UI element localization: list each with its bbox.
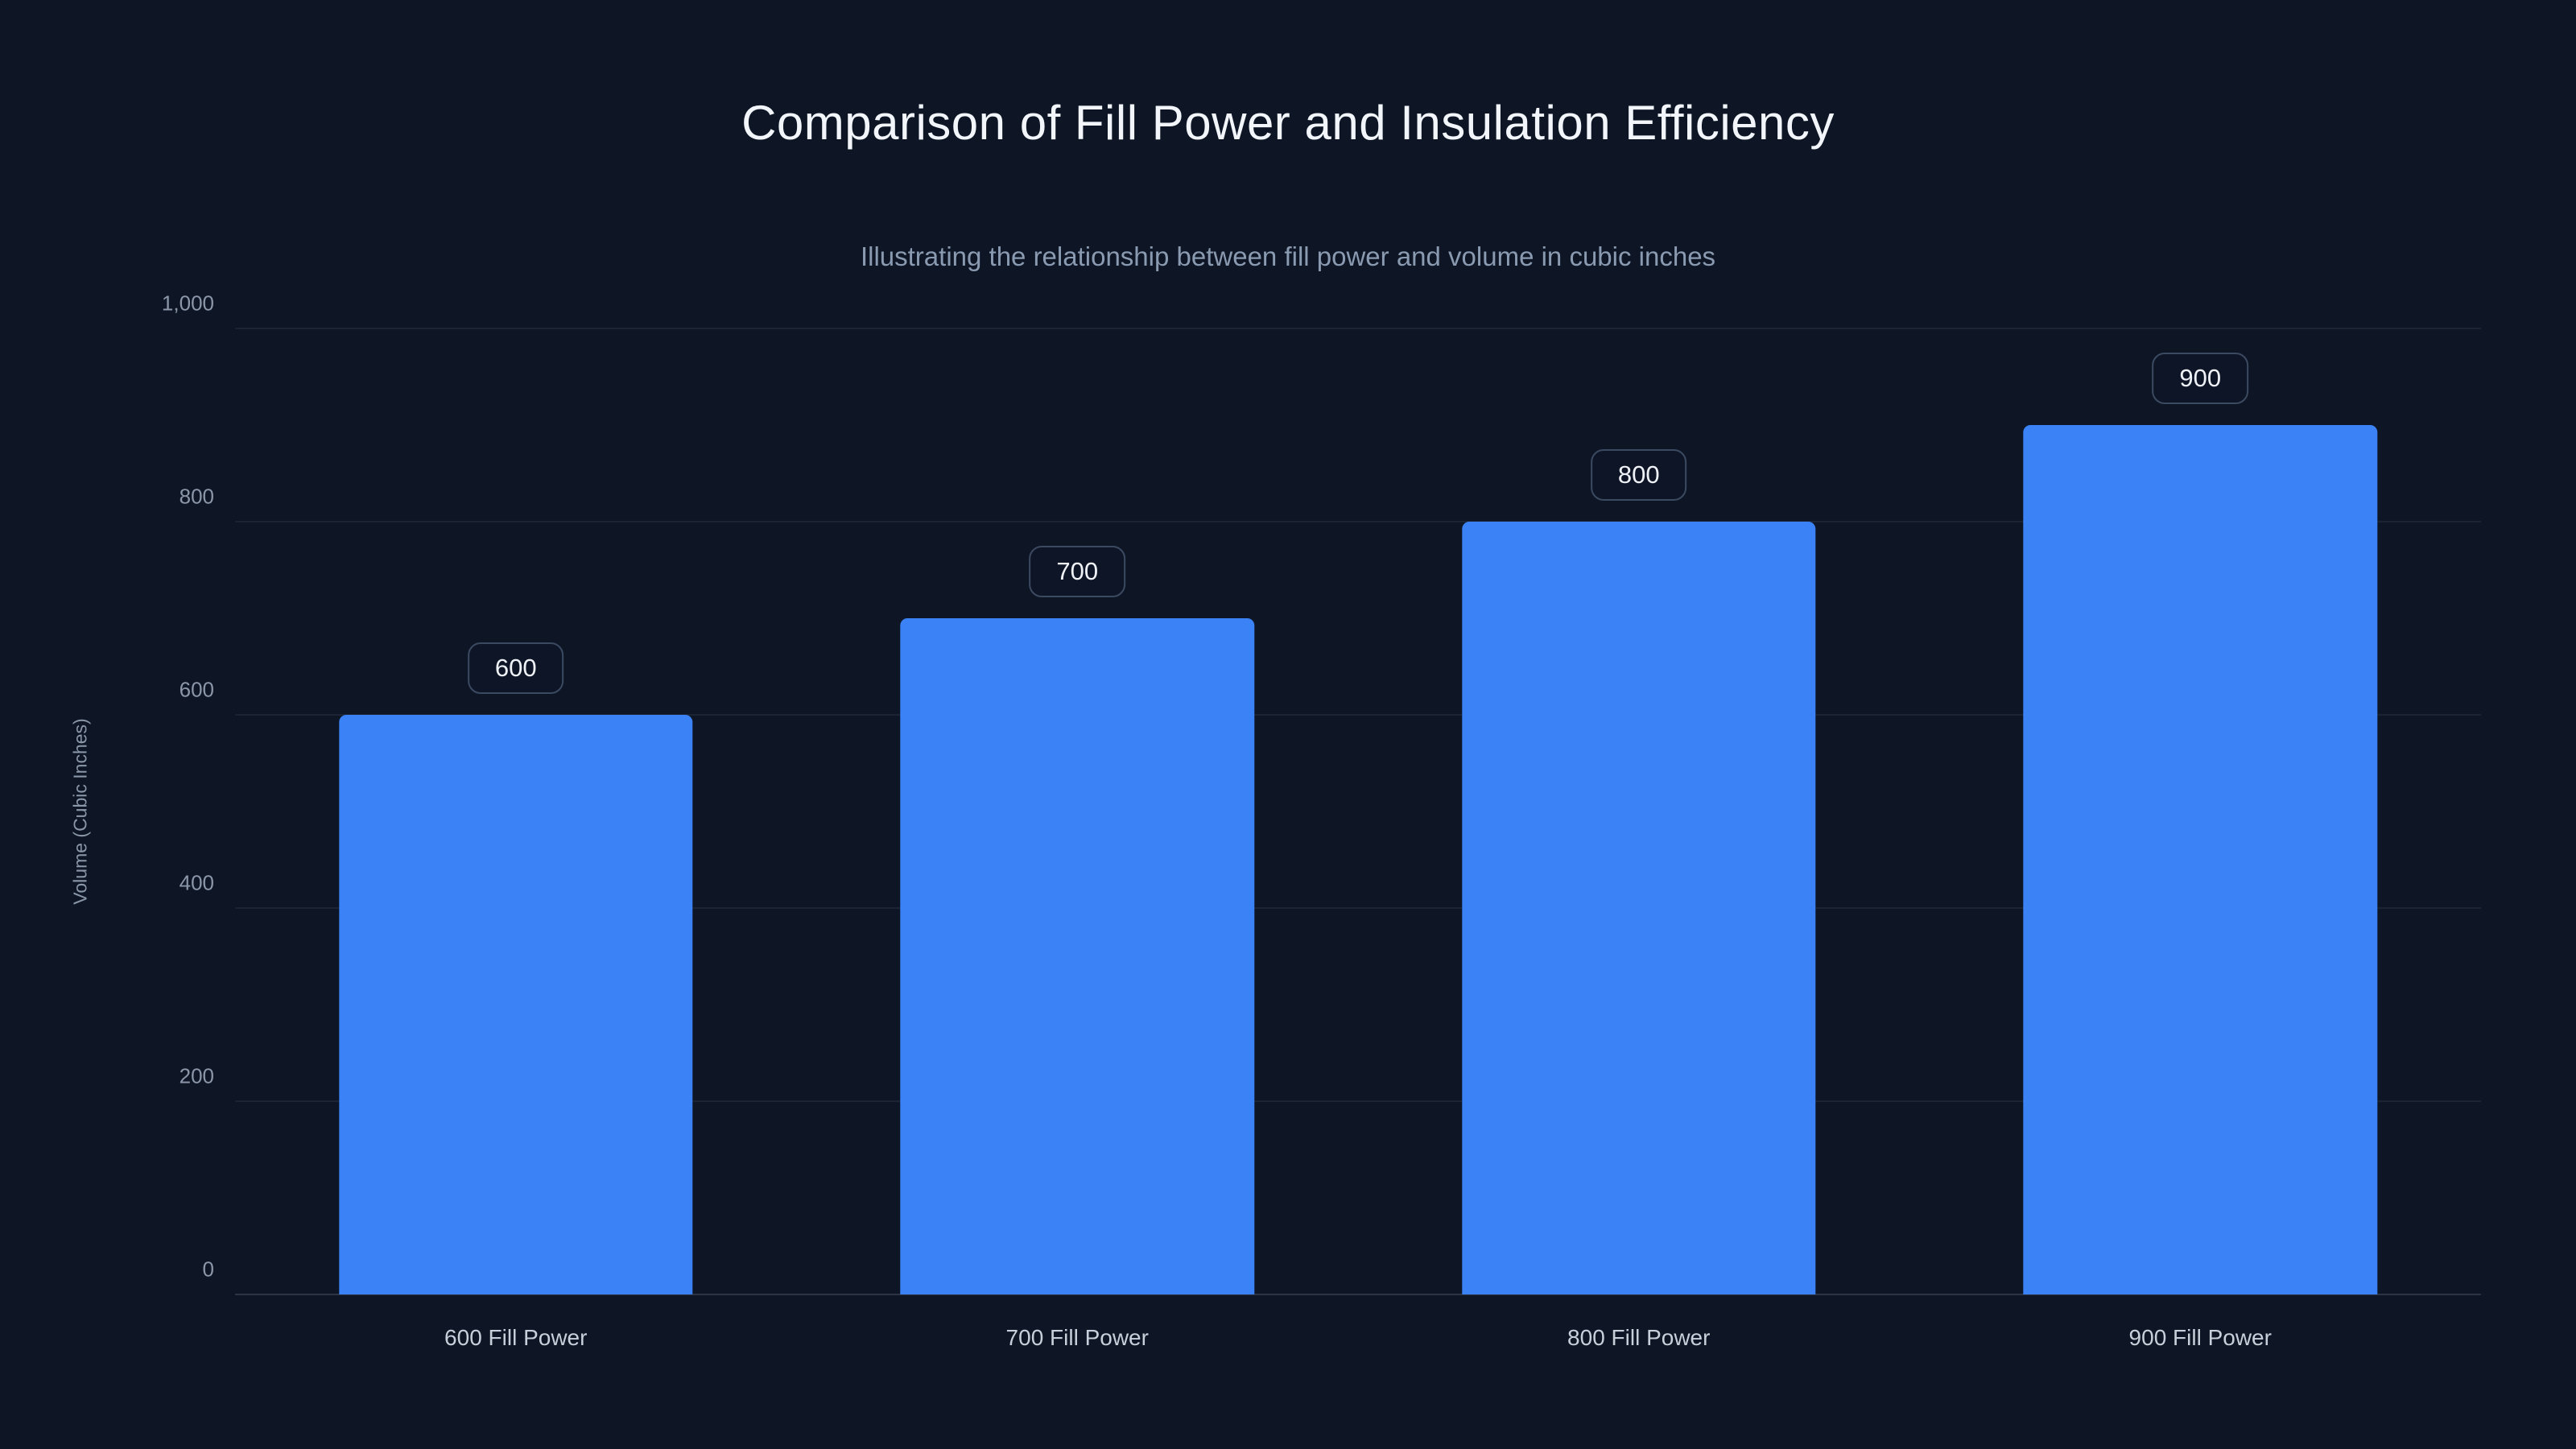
bar-900-fill-power[interactable] [2023, 425, 2377, 1294]
chart-subtitle: Illustrating the relationship between fi… [860, 242, 1716, 271]
y-tick-label: 1,000 [161, 291, 214, 316]
gridline [235, 328, 2481, 329]
gridline [235, 1100, 2481, 1102]
bar-800-fill-power[interactable] [1462, 522, 1816, 1294]
bar-value-label: 900 [2152, 353, 2249, 404]
y-tick-label: 800 [179, 484, 214, 509]
x-category-label: 800 Fill Power [1567, 1325, 1711, 1350]
bar-slots: 600 600 Fill Power 700 700 Fill Power 800 800… [235, 328, 2482, 1350]
gridline [235, 714, 2481, 716]
bar-value-label: 800 [1590, 449, 1687, 501]
bar-value-label: 600 [467, 642, 564, 694]
plot-area: 0 200 400 600 800 1,000 600 600 Fill Power 700 70… [162, 291, 2482, 1350]
bar-slot: 600 600 Fill Power [235, 328, 797, 1350]
y-tick-label: 600 [179, 677, 214, 702]
bar-slot: 700 700 Fill Power [797, 328, 1359, 1350]
bar-700-fill-power[interactable] [900, 618, 1254, 1294]
chart-title: Comparison of Fill Power and Insulation … [741, 96, 1835, 150]
y-tick-label: 0 [202, 1257, 214, 1282]
x-category-label: 900 Fill Power [2128, 1325, 2272, 1350]
y-tick-label: 400 [179, 870, 214, 895]
x-category-label: 600 Fill Power [444, 1325, 588, 1350]
gridline [235, 907, 2481, 909]
y-axis-title: Volume (Cubic Inches) [69, 718, 91, 905]
bar-value-label: 700 [1029, 546, 1126, 597]
gridline [235, 521, 2481, 522]
bar-slot: 800 800 Fill Power [1358, 328, 1920, 1350]
x-category-label: 700 Fill Power [1005, 1325, 1149, 1350]
y-tick-label: 200 [179, 1063, 214, 1088]
bar-600-fill-power[interactable] [339, 715, 693, 1294]
bar-slot: 900 900 Fill Power [1920, 328, 2482, 1350]
x-axis-line [235, 1294, 2481, 1295]
